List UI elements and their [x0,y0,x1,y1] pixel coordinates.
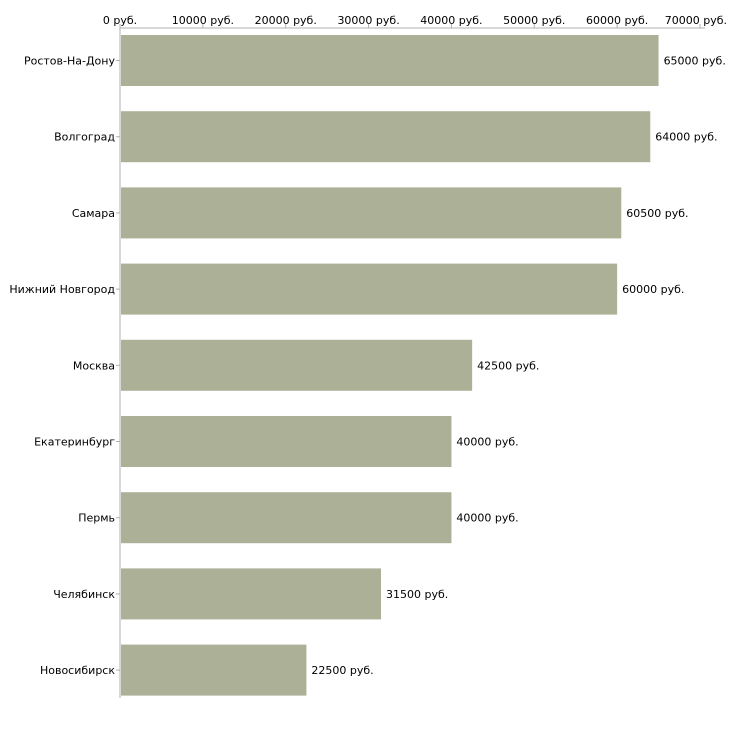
value-label: 60000 руб. [622,283,684,296]
bar [121,492,452,544]
value-label: 31500 руб. [386,588,448,601]
bar [121,416,452,467]
bar [121,35,659,86]
value-label: 40000 руб. [456,512,518,525]
value-label: 42500 руб. [477,359,539,372]
bar [121,263,618,315]
category-label: Челябинск [53,588,115,601]
category-label: Москва [73,359,115,372]
bar [121,187,622,239]
category-label: Екатеринбург [34,436,115,449]
value-label: 64000 руб. [655,131,717,144]
x-tick-label: 40000 руб. [420,14,482,27]
category-label: Нижний Новгород [9,283,115,296]
value-label: 65000 руб. [664,55,726,68]
x-tick-label: 10000 руб. [172,14,234,27]
x-tick-label: 30000 руб. [337,14,399,27]
x-tick-label: 60000 руб. [586,14,648,27]
category-label: Самара [72,207,115,220]
y-axis: Ростов-На-Дону Волгоград Самара Нижний Новг… [9,28,121,698]
x-tick-label: 70000 руб. [665,14,727,27]
bar [121,568,381,620]
category-label: Волгоград [54,131,115,144]
value-label: 40000 руб. [456,436,518,449]
category-label: Новосибирск [40,664,115,677]
bar [121,111,651,163]
value-label: 22500 руб. [311,664,373,677]
bar [121,339,473,391]
bars-group: 65000 руб. 64000 руб. 60500 руб. 60000 руб.… [121,35,726,696]
x-tick-label: 50000 руб. [503,14,565,27]
x-axis: 0 руб. 10000 руб. 20000 руб. 30000 руб. 4000… [103,14,727,29]
category-label: Пермь [78,512,115,525]
value-label: 60500 руб. [626,207,688,220]
category-label: Ростов-На-Дону [24,55,115,68]
bar [121,644,307,696]
x-tick-label: 0 руб. [103,14,137,27]
x-tick-label: 20000 руб. [255,14,317,27]
